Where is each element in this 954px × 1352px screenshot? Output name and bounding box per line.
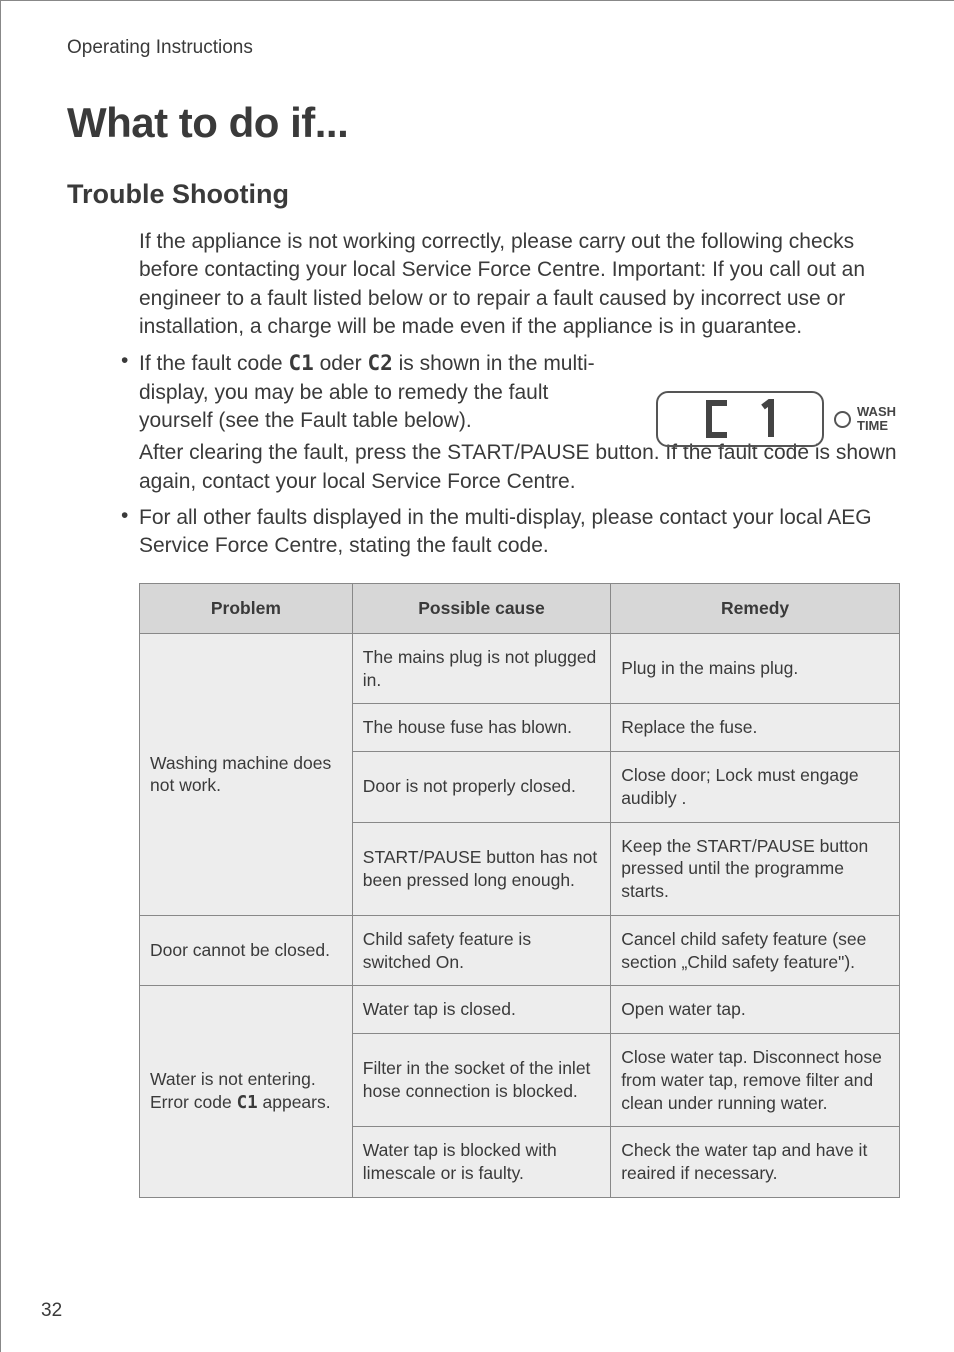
led-icon — [834, 411, 851, 428]
cell-cause: Water tap is closed. — [352, 986, 610, 1034]
cell-remedy: Close door; Lock must engage audibly . — [611, 752, 900, 823]
cell-remedy: Replace the fuse. — [611, 704, 900, 752]
col-cause: Possible cause — [352, 583, 610, 633]
cell-cause: Door is not properly closed. — [352, 752, 610, 823]
cell-problem: Door cannot be closed. — [140, 915, 353, 986]
cell-problem: Washing machine does not work. — [140, 633, 353, 915]
cell-cause: The mains plug is not plugged in. — [352, 633, 610, 704]
segment-1-icon — [759, 399, 779, 439]
cell-cause: The house fuse has blown. — [352, 704, 610, 752]
intro-paragraph: If the appliance is not working correctl… — [139, 228, 900, 341]
fault-code-c2: C2 — [367, 351, 392, 375]
bullet-1-text: If the fault code C1 oder C2 is shown in… — [139, 349, 596, 435]
cell-cause: Child safety feature is switched On. — [352, 915, 610, 986]
cell-cause: Filter in the socket of the inlet hose c… — [352, 1034, 610, 1127]
running-header: Operating Instructions — [61, 37, 906, 59]
cell-remedy: Keep the START/PAUSE button pressed unti… — [611, 822, 900, 915]
table-row: Water is not entering. Error code C1 app… — [140, 986, 900, 1034]
bullet-1-part-b: oder — [314, 352, 368, 375]
fault-code-c1-cell: C1 — [237, 1093, 258, 1113]
table-row: Washing machine does not work. The mains… — [140, 633, 900, 704]
col-problem: Problem — [140, 583, 353, 633]
bullet-1-after: After clearing the fault, press the STAR… — [139, 439, 900, 496]
troubleshooting-table: Problem Possible cause Remedy Washing ma… — [139, 583, 900, 1198]
wash-label: WASH — [857, 405, 896, 419]
display-screen — [656, 391, 824, 447]
cell-remedy: Close water tap. Disconnect hose from wa… — [611, 1034, 900, 1127]
wash-time-indicator: WASH TIME — [834, 405, 896, 432]
table-row: Door cannot be closed. Child safety feat… — [140, 915, 900, 986]
multi-display-figure: WASH TIME — [656, 391, 896, 447]
time-label: TIME — [857, 419, 896, 433]
cell-remedy: Open water tap. — [611, 986, 900, 1034]
page: Operating Instructions What to do if... … — [0, 0, 954, 1352]
bullet-item-2: For all other faults displayed in the mu… — [139, 504, 900, 561]
cell-cause: START/PAUSE button has not been pressed … — [352, 822, 610, 915]
cell-remedy: Cancel child safety feature (see section… — [611, 915, 900, 986]
fault-code-c1: C1 — [288, 351, 313, 375]
cell-problem: Water is not entering. Error code C1 app… — [140, 986, 353, 1198]
cell-problem-b: appears. — [258, 1092, 331, 1112]
section-heading: Trouble Shooting — [61, 179, 906, 210]
bullet-2-text: For all other faults displayed in the mu… — [139, 504, 900, 561]
segment-c-icon — [701, 399, 733, 439]
page-title: What to do if... — [61, 99, 906, 147]
led-labels: WASH TIME — [857, 405, 896, 432]
cell-remedy: Check the water tap and have it reaired … — [611, 1127, 900, 1198]
bullet-1-part-a: If the fault code — [139, 352, 288, 375]
cell-remedy: Plug in the mains plug. — [611, 633, 900, 704]
page-number: 32 — [41, 1300, 62, 1322]
col-remedy: Remedy — [611, 583, 900, 633]
cell-cause: Water tap is blocked with limescale or i… — [352, 1127, 610, 1198]
table-header-row: Problem Possible cause Remedy — [140, 583, 900, 633]
